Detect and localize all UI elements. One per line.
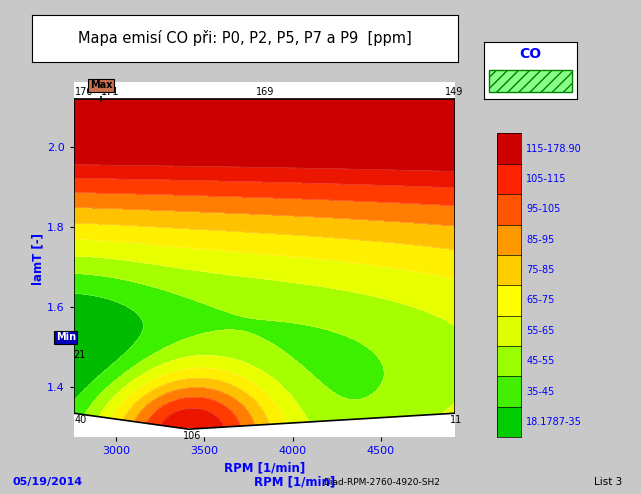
- Text: 171: 171: [101, 87, 120, 97]
- Text: 169: 169: [256, 87, 274, 97]
- Text: 65-75: 65-75: [526, 295, 554, 305]
- Text: List 3: List 3: [594, 477, 622, 487]
- Text: 115-178.90: 115-178.90: [526, 144, 582, 154]
- Text: 05/19/2014: 05/19/2014: [13, 477, 83, 487]
- Text: 35-45: 35-45: [526, 387, 554, 397]
- Text: 106: 106: [183, 431, 201, 441]
- Text: 11: 11: [450, 415, 462, 425]
- Text: 40: 40: [74, 415, 87, 425]
- Text: RPM [1/min]: RPM [1/min]: [254, 475, 335, 488]
- Text: 18.1787-35: 18.1787-35: [526, 417, 582, 427]
- X-axis label: RPM [1/min]: RPM [1/min]: [224, 462, 305, 475]
- Text: 105-115: 105-115: [526, 174, 567, 184]
- Text: CO: CO: [519, 47, 542, 61]
- Text: 75-85: 75-85: [526, 265, 554, 275]
- Text: 21: 21: [73, 350, 85, 360]
- Bar: [488, 71, 572, 92]
- Text: 95-105: 95-105: [526, 205, 561, 214]
- Text: 149: 149: [444, 87, 463, 97]
- Text: Max: Max: [90, 81, 112, 90]
- Text: 85-95: 85-95: [526, 235, 554, 245]
- Text: 45-55: 45-55: [526, 356, 554, 366]
- Text: Mapa emisí CO při: P0, P2, P5, P7 a P9  [ppm]: Mapa emisí CO při: P0, P2, P5, P7 a P9 […: [78, 30, 412, 46]
- Y-axis label: lamT [-]: lamT [-]: [31, 233, 44, 286]
- Text: Min: Min: [56, 332, 76, 342]
- Text: 170: 170: [74, 87, 93, 97]
- Text: Diad-RPM-2760-4920-SH2: Diad-RPM-2760-4920-SH2: [323, 478, 440, 487]
- Text: 55-65: 55-65: [526, 326, 554, 336]
